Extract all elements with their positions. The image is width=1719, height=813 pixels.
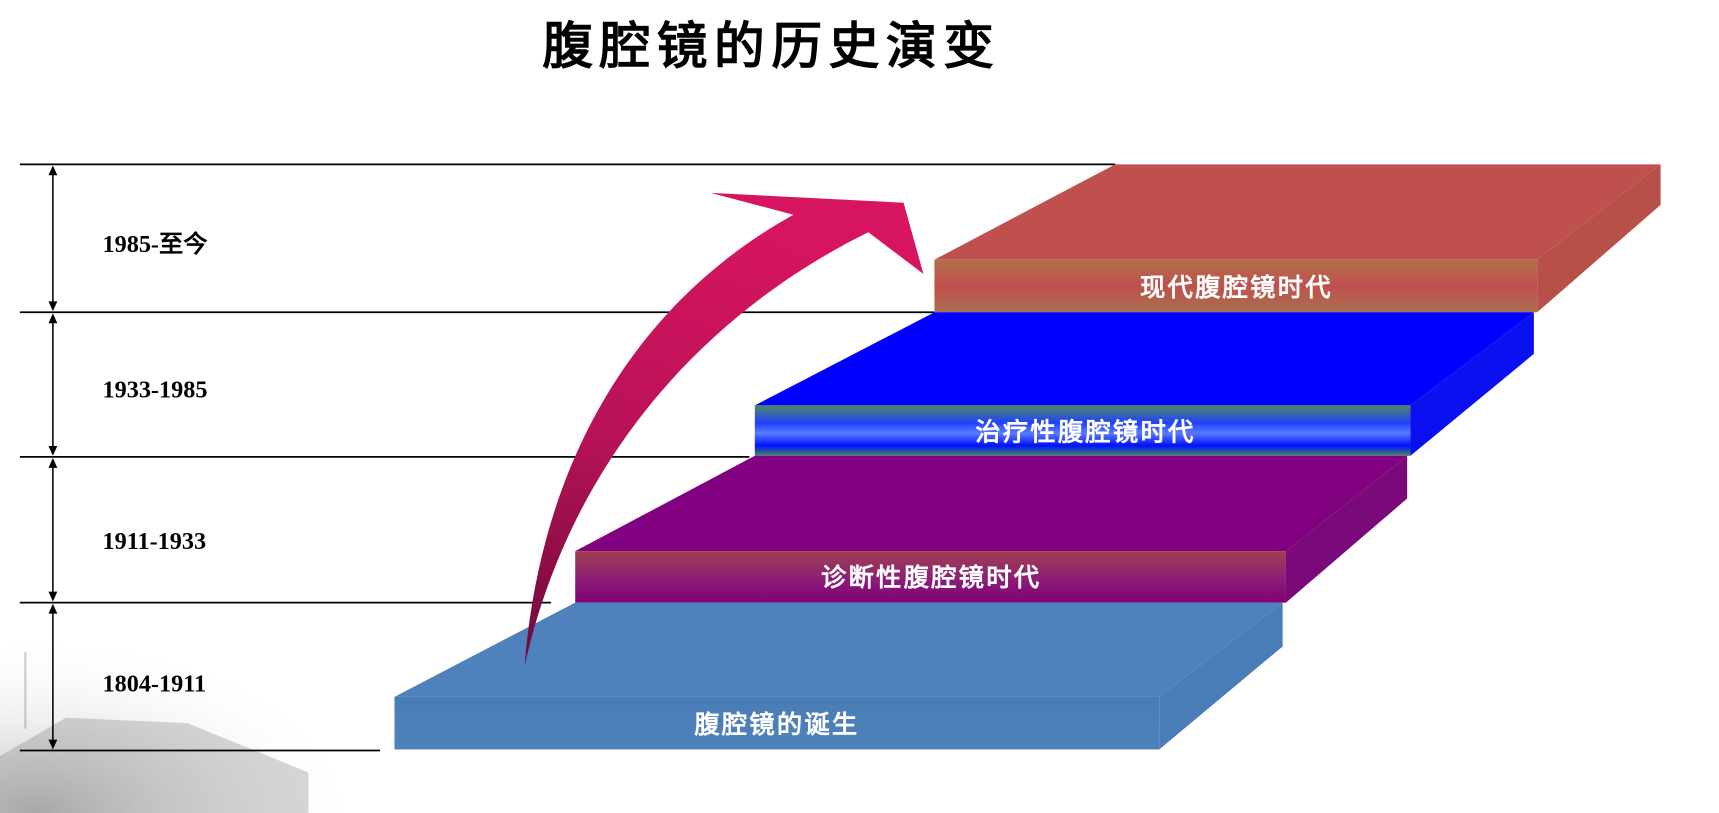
period-label: 1911-1933	[102, 528, 206, 555]
step-modern-era: 现代腹腔镜时代	[934, 164, 1661, 313]
step-therapeutic-era: 治疗性腹腔镜时代	[754, 312, 1534, 456]
double-arrow-icon	[48, 457, 58, 602]
curved-up-arrow-icon	[524, 192, 924, 667]
step-diagnostic-era: 诊断性腹腔镜时代	[575, 455, 1408, 603]
step-label: 腹腔镜的诞生	[694, 709, 859, 739]
step-birth-era: 腹腔镜的诞生	[394, 602, 1283, 750]
background-building-image	[0, 613, 364, 813]
step-label: 现代腹腔镜时代	[1140, 272, 1333, 302]
step-label: 诊断性腹腔镜时代	[821, 562, 1041, 592]
double-arrow-icon	[48, 603, 58, 750]
period-label: 1804-1911	[102, 670, 206, 697]
double-arrow-icon	[48, 313, 58, 456]
period-label: 1933-1985	[102, 377, 207, 404]
step-label: 治疗性腹腔镜时代	[975, 417, 1195, 447]
period-label: 1985-至今	[102, 230, 208, 258]
page-title: 腹腔镜的历史演变	[542, 17, 1000, 76]
double-arrow-icon	[48, 165, 58, 312]
building-silhouette	[0, 651, 309, 813]
